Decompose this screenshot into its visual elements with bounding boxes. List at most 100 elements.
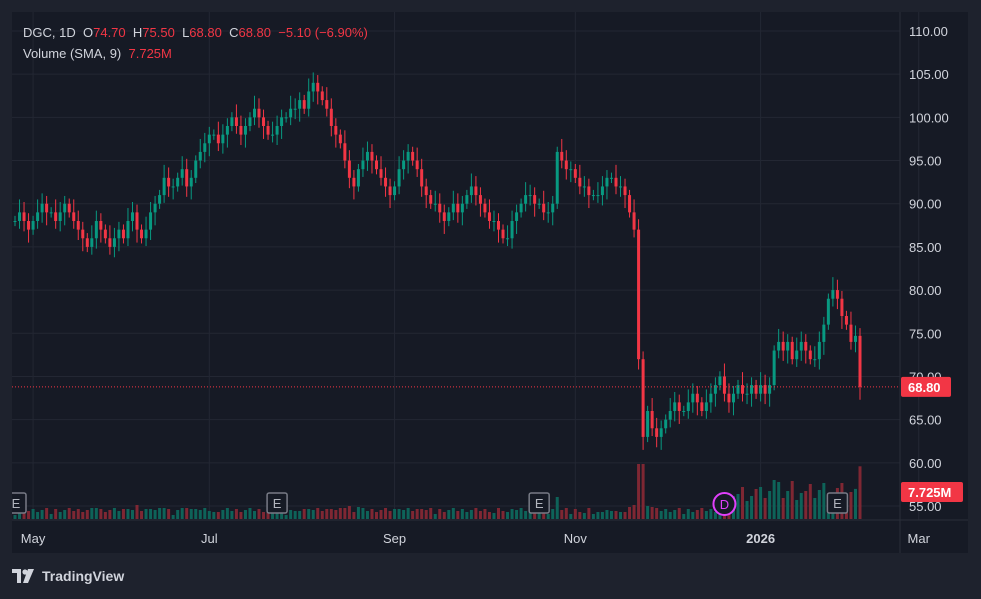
- time-tick-label: Sep: [383, 531, 406, 546]
- candle-body: [207, 134, 211, 144]
- volume-bar: [487, 512, 491, 519]
- symbol-label[interactable]: DGC: [23, 25, 52, 40]
- volume-bar: [433, 514, 437, 519]
- candle-body: [808, 350, 812, 360]
- candle-body: [167, 177, 171, 187]
- candle-body: [840, 298, 844, 316]
- candle-body: [465, 195, 469, 204]
- volume-bar: [524, 511, 528, 519]
- volume-bar: [31, 509, 35, 519]
- candle-body: [555, 151, 559, 204]
- volume-bar: [194, 509, 198, 519]
- candle-body: [587, 186, 591, 196]
- volume-bar: [442, 512, 446, 519]
- volume-bar: [384, 508, 388, 519]
- candle-body: [686, 402, 690, 411]
- volume-bar: [772, 480, 776, 519]
- candle-body: [126, 221, 130, 239]
- volume-bar: [569, 514, 573, 519]
- volume-bar: [506, 512, 510, 519]
- price-tick-label: 85.00: [909, 240, 942, 255]
- candle-body: [54, 212, 58, 221]
- candle-body: [777, 341, 781, 351]
- earnings-marker: [266, 492, 288, 514]
- volume-bar: [121, 509, 125, 519]
- candlestick-chart[interactable]: 110.00 105.00 100.00 95.00 90.00 85.00 80.00 75…: [12, 12, 968, 553]
- candle-body: [420, 169, 424, 187]
- candle-body: [36, 212, 40, 221]
- tradingview-logo[interactable]: TradingView: [12, 568, 124, 584]
- candle-body: [745, 393, 749, 395]
- candle-body: [343, 143, 347, 161]
- volume-bar: [813, 498, 817, 519]
- earnings-marker: [826, 492, 849, 514]
- volume-bar: [374, 512, 378, 519]
- volume-bar: [252, 511, 256, 519]
- volume-bar: [659, 511, 663, 519]
- candle-body: [826, 298, 830, 325]
- candle-body: [266, 126, 270, 135]
- interval-label: 1D: [59, 25, 76, 40]
- volume-bar: [298, 511, 302, 519]
- candle-body: [58, 212, 62, 221]
- candle-body: [361, 160, 365, 170]
- candle-body: [252, 108, 256, 118]
- candle-body: [298, 100, 302, 109]
- candle-body: [275, 126, 279, 135]
- candle-body: [411, 151, 415, 161]
- candle-body: [402, 160, 406, 170]
- volume-bar: [713, 512, 717, 519]
- volume-bar: [140, 511, 144, 519]
- volume-bar: [804, 491, 808, 519]
- candle-body: [569, 169, 573, 171]
- candle-body: [772, 350, 776, 386]
- candle-body: [99, 221, 103, 230]
- volume-bar: [280, 509, 284, 519]
- ohlc-legend: DGC, 1D O74.70 H75.50 L68.80 C68.80 −5.1…: [23, 25, 368, 40]
- volume-label[interactable]: Volume (SMA, 9): [23, 46, 122, 61]
- candle-body: [144, 229, 148, 239]
- candle-body: [664, 419, 668, 429]
- candle-body: [460, 203, 464, 213]
- candle-body: [474, 186, 478, 196]
- candle-body: [786, 341, 790, 351]
- candle-body: [637, 229, 641, 360]
- volume-bar: [343, 508, 347, 519]
- high-value: 75.50: [142, 25, 175, 40]
- candle-body: [506, 238, 510, 240]
- candle-body: [731, 393, 735, 403]
- volume-bar: [745, 501, 749, 519]
- volume-bar: [262, 512, 266, 519]
- volume-bar: [501, 511, 505, 519]
- volume-bar: [365, 511, 369, 519]
- volume-bar: [578, 512, 582, 519]
- volume-bar: [582, 513, 586, 519]
- candle-body: [149, 212, 153, 230]
- candle-body: [338, 134, 342, 144]
- candle-body: [94, 221, 98, 239]
- volume-bar: [130, 510, 134, 519]
- volume-bar: [397, 509, 401, 519]
- candle-body: [451, 203, 455, 213]
- candle-body: [415, 160, 419, 170]
- volume-bar: [13, 515, 17, 519]
- candle-body: [835, 290, 839, 299]
- candle-body: [234, 117, 238, 126]
- candle-body: [406, 151, 410, 161]
- dividend-marker: [712, 492, 737, 516]
- volume-bar: [822, 483, 826, 519]
- volume-bar: [180, 508, 184, 519]
- volume-bar: [591, 514, 595, 519]
- candle-body: [564, 160, 568, 170]
- chart-panel[interactable]: 110.00 105.00 100.00 95.00 90.00 85.00 80.00 75…: [12, 12, 968, 553]
- low-label: L: [182, 25, 190, 40]
- volume-bar: [646, 506, 650, 519]
- volume-bar: [103, 512, 107, 519]
- close-label: C: [229, 25, 239, 40]
- volume-bar: [85, 510, 89, 519]
- candle-body: [365, 151, 369, 161]
- candle-body: [609, 177, 613, 179]
- candle-body: [121, 229, 125, 239]
- volume-bar: [406, 508, 410, 519]
- low-value: 68.80: [189, 25, 222, 40]
